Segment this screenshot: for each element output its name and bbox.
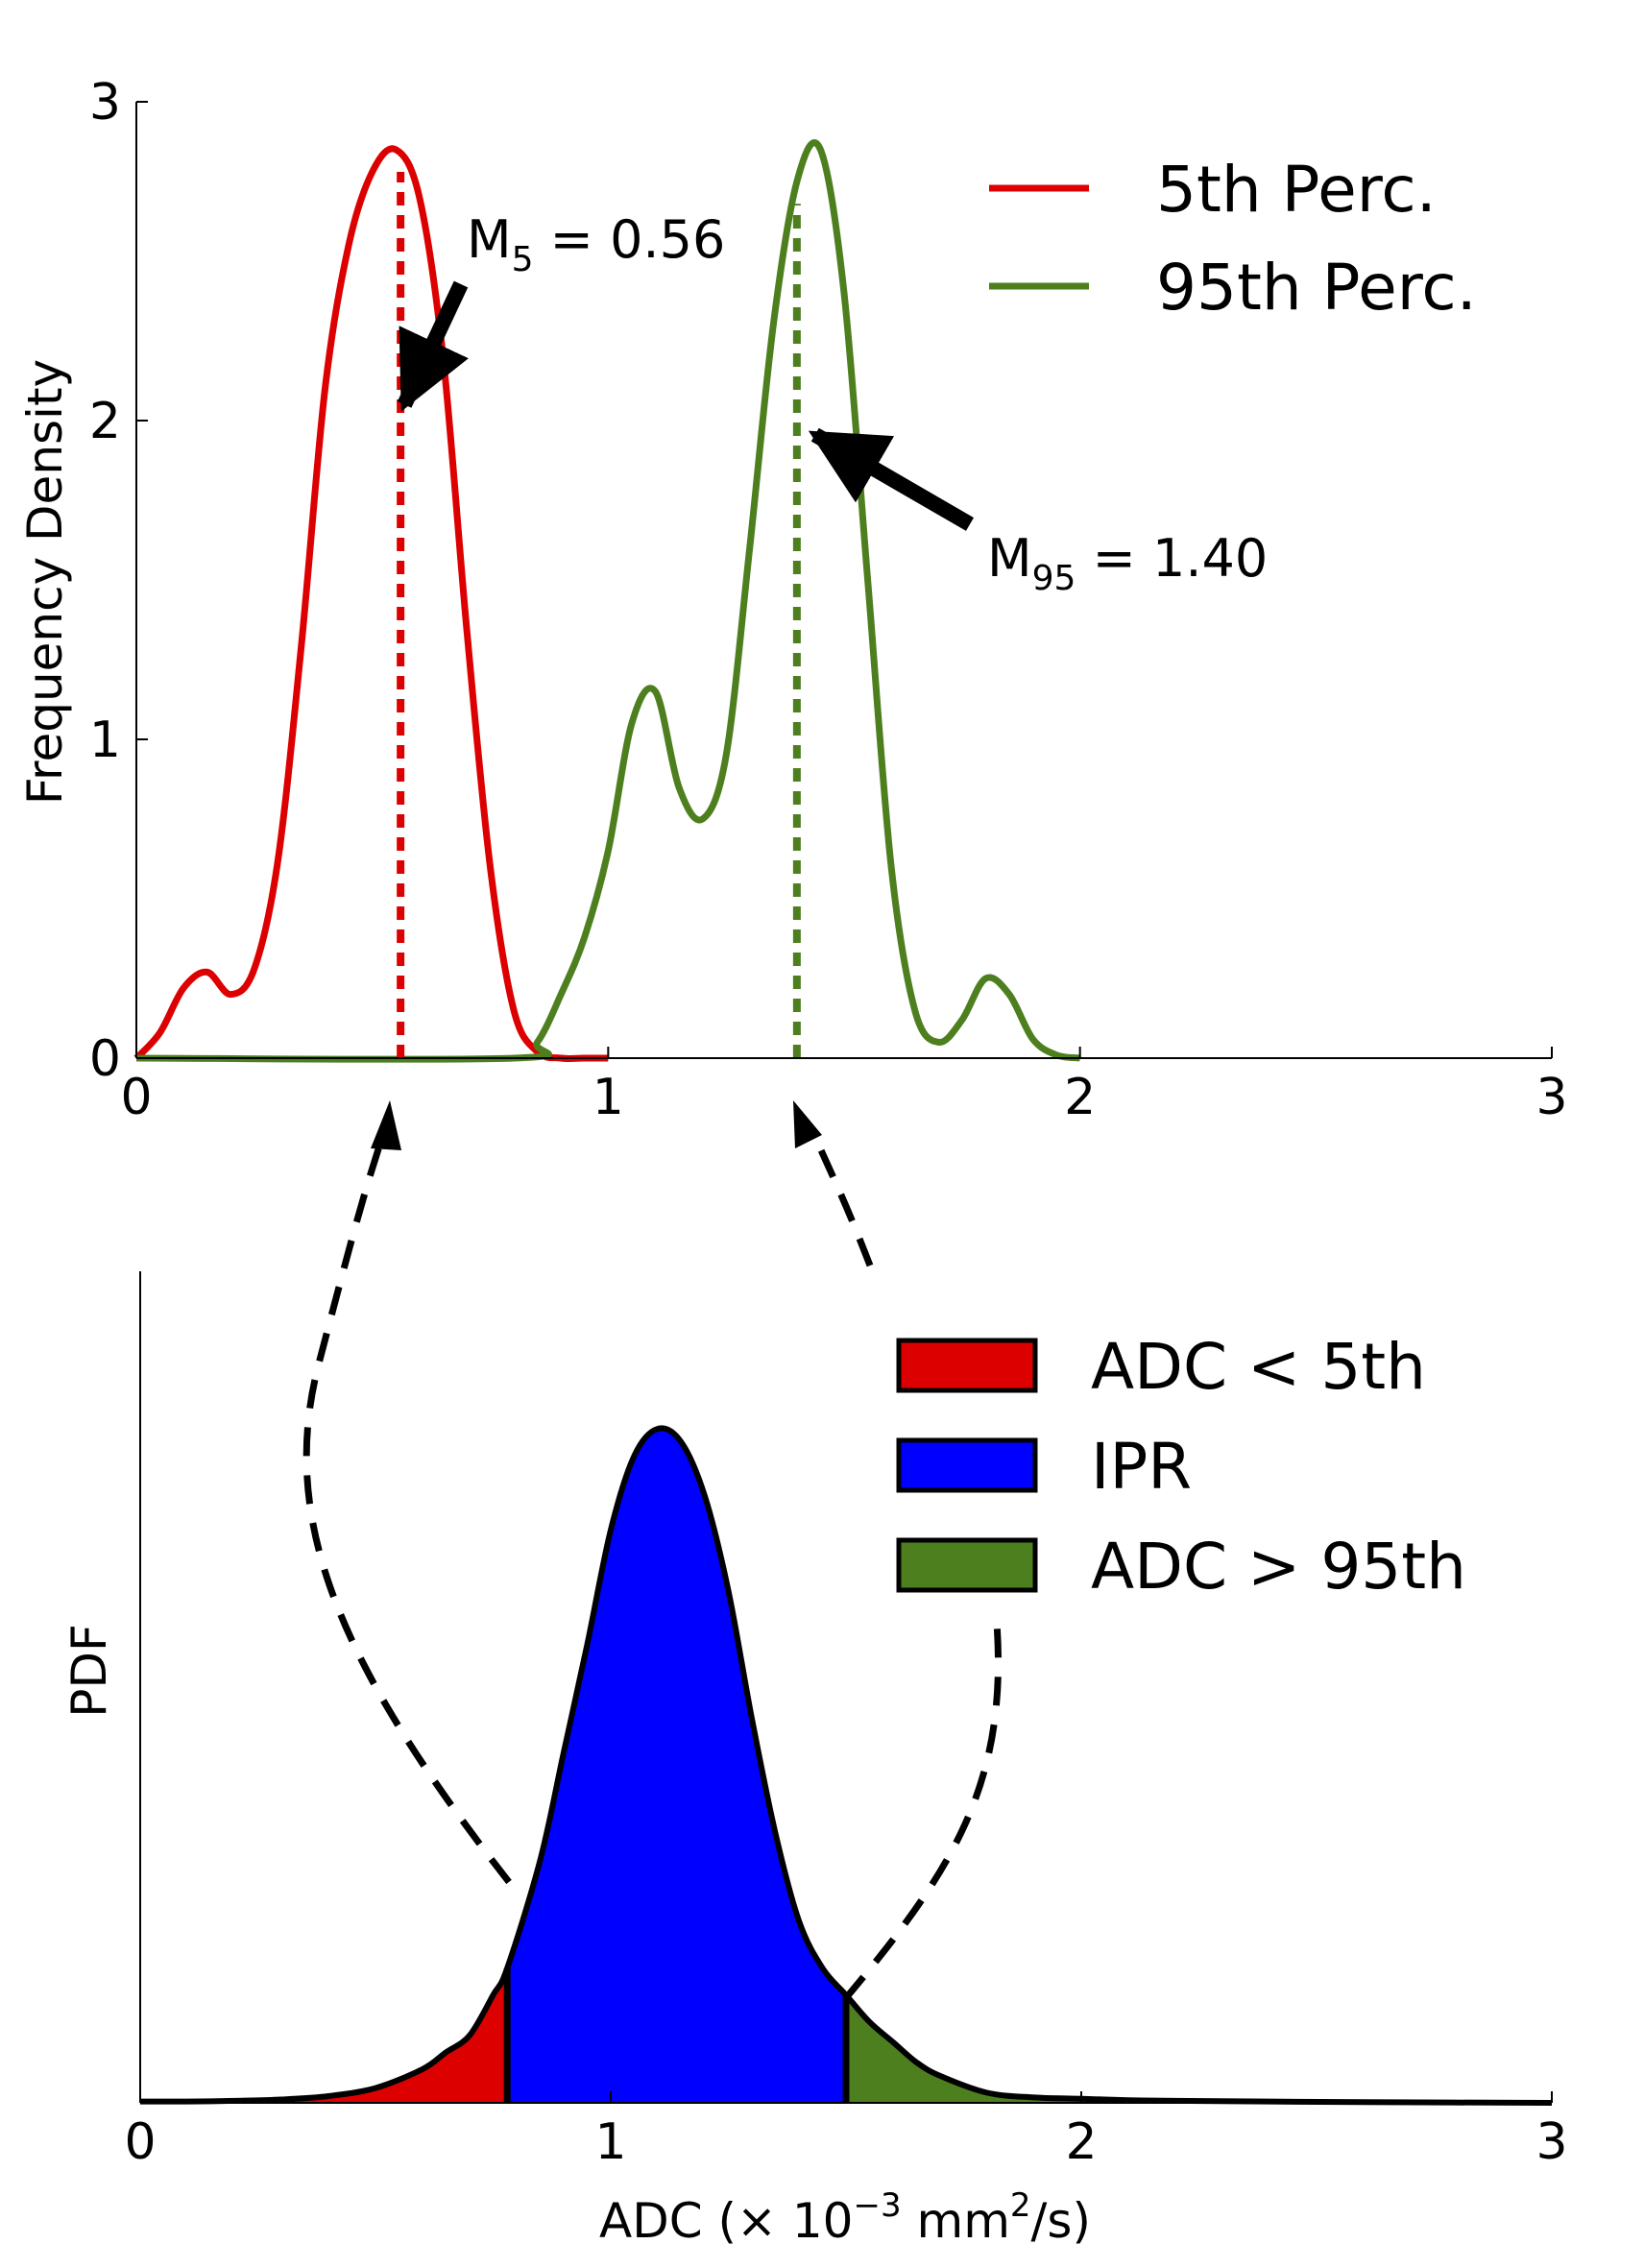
m5-arrow xyxy=(397,280,469,412)
connector-curves xyxy=(302,1100,1003,2002)
region-ipr xyxy=(507,1428,846,2103)
top-x-ticks: 0 1 2 3 xyxy=(120,1047,1568,1126)
top-y-axis-label: Frequency Density xyxy=(17,359,73,805)
legend-label-95th: 95th Perc. xyxy=(1156,251,1477,325)
connector-right xyxy=(842,1622,1003,2002)
legend-swatch-below-5th xyxy=(896,1338,1038,1393)
bottom-x-ticks: 0 1 2 3 xyxy=(124,2091,1568,2171)
series-line-5th xyxy=(133,145,609,1062)
bottom-x-axis-label: ADC (× 10−3 mm2/s) xyxy=(599,2186,1091,2249)
pdf-regions xyxy=(140,1428,1552,2103)
top-y-ticks: 0 1 2 3 xyxy=(89,74,148,1088)
legend-label-5th: 5th Perc. xyxy=(1156,153,1437,227)
legend-label-below-5th: ADC < 5th xyxy=(1091,1330,1426,1404)
region-below-5th xyxy=(140,1967,508,2103)
bottom-legend: ADC < 5th IPR ADC > 95th xyxy=(896,1330,1466,1604)
bottom-x-tick-label: 0 xyxy=(124,2113,156,2171)
m95-annotation: M95 = 1.40 xyxy=(987,528,1268,598)
pdf-outline xyxy=(139,1425,1553,2106)
m95-arrow xyxy=(808,427,975,531)
top-x-tick-label: 0 xyxy=(120,1069,152,1126)
region-above-95th xyxy=(846,1994,1552,2103)
bottom-x-tick-label: 3 xyxy=(1535,2113,1567,2171)
legend-swatch-ipr xyxy=(896,1437,1038,1493)
top-x-tick-label: 3 xyxy=(1535,1069,1567,1126)
top-y-tick-label: 0 xyxy=(89,1030,121,1088)
top-y-tick-label: 3 xyxy=(89,74,121,132)
bottom-chart: 0 1 2 3 PDF ADC (× 10−3 mm2/s) ADC < 5th IP… xyxy=(61,1271,1568,2249)
legend-swatch-above-95th xyxy=(896,1537,1038,1593)
bottom-y-axis-label: PDF xyxy=(61,1624,117,1717)
legend-label-ipr: IPR xyxy=(1091,1430,1192,1504)
legend-label-above-95th: ADC > 95th xyxy=(1091,1530,1466,1604)
top-x-tick-label: 1 xyxy=(592,1069,624,1126)
top-y-tick-label: 2 xyxy=(89,393,121,450)
connector-right-arrowhead xyxy=(793,1100,822,1148)
top-x-tick-label: 2 xyxy=(1064,1069,1096,1126)
connector-right-top xyxy=(810,1133,874,1267)
series-line-95th xyxy=(135,139,1081,1063)
connector-left-arrowhead xyxy=(371,1100,401,1150)
top-chart: 0 1 2 3 0 1 2 3 Frequency Density M5 = 0.56 M9… xyxy=(17,74,1568,1126)
m5-annotation: M5 = 0.56 xyxy=(467,209,725,279)
top-median-group xyxy=(397,172,801,1058)
top-legend: 5th Perc. 95th Perc. xyxy=(989,153,1477,325)
top-series-group xyxy=(133,139,1081,1063)
bottom-x-tick-label: 1 xyxy=(594,2113,626,2171)
bottom-x-tick-label: 2 xyxy=(1065,2113,1097,2171)
connector-left xyxy=(302,1123,512,1885)
pdf-outline-group xyxy=(139,1425,1553,2106)
top-y-tick-label: 1 xyxy=(89,712,121,769)
